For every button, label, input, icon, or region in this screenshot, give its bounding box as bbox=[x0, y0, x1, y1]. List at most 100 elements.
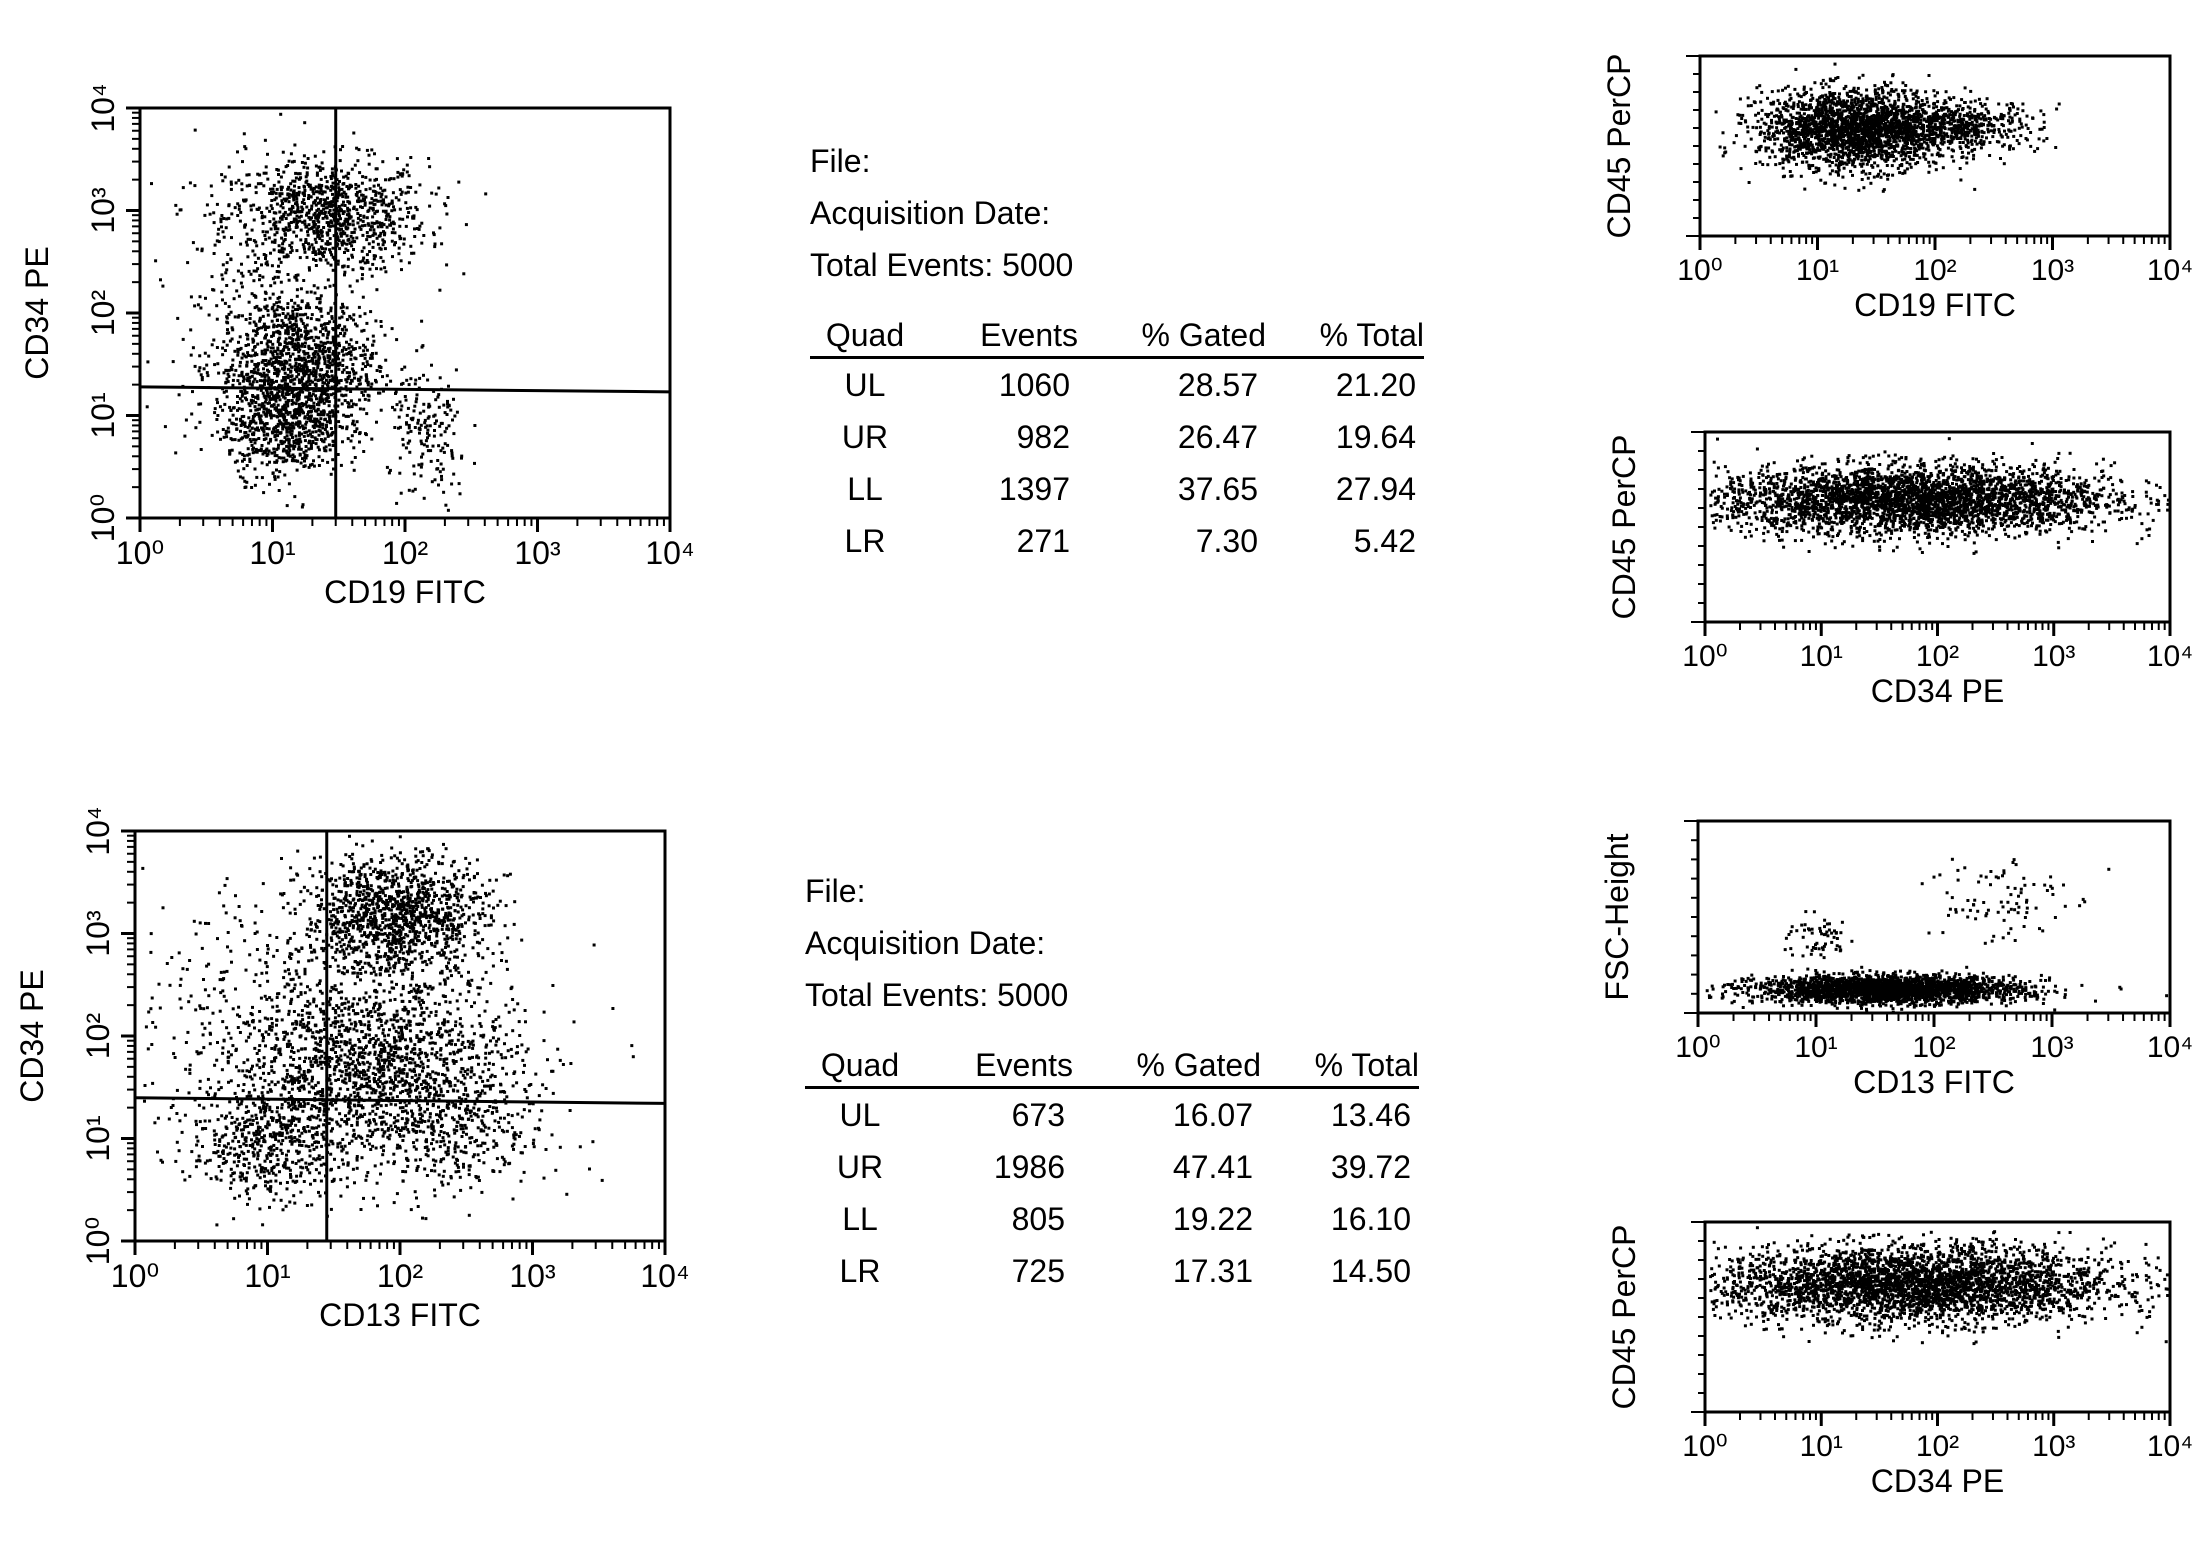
data-point bbox=[371, 902, 375, 906]
data-point bbox=[314, 240, 318, 244]
data-point bbox=[350, 413, 353, 417]
data-point bbox=[314, 359, 318, 363]
data-point bbox=[398, 835, 402, 839]
data-point bbox=[237, 178, 241, 182]
data-point bbox=[210, 343, 214, 347]
data-point bbox=[260, 216, 264, 220]
data-point bbox=[340, 910, 343, 914]
data-point bbox=[293, 143, 297, 147]
data-point bbox=[330, 369, 334, 373]
data-point bbox=[281, 906, 285, 910]
data-point bbox=[446, 879, 449, 883]
data-point bbox=[285, 449, 288, 453]
data-point bbox=[329, 175, 333, 178]
data-point bbox=[252, 399, 255, 403]
data-point bbox=[352, 906, 355, 910]
data-point bbox=[338, 1045, 342, 1049]
data-point bbox=[275, 318, 279, 322]
data-point bbox=[321, 381, 325, 385]
data-point bbox=[314, 421, 318, 425]
data-point bbox=[341, 328, 345, 332]
data-point bbox=[483, 1009, 487, 1013]
data-point bbox=[421, 914, 425, 918]
data-point bbox=[285, 402, 289, 406]
data-point bbox=[310, 313, 314, 317]
data-point bbox=[426, 898, 430, 902]
data-point bbox=[372, 970, 376, 974]
data-point bbox=[333, 931, 337, 935]
data-point bbox=[319, 189, 323, 192]
data-point bbox=[439, 1110, 442, 1114]
data-point bbox=[371, 262, 375, 266]
data-point bbox=[277, 369, 281, 373]
data-point bbox=[439, 971, 442, 975]
data-point bbox=[351, 919, 354, 923]
data-point bbox=[282, 456, 286, 460]
data-point bbox=[439, 901, 443, 905]
data-point bbox=[314, 259, 318, 262]
data-point bbox=[326, 196, 329, 200]
data-point bbox=[454, 968, 458, 972]
data-point bbox=[319, 245, 323, 249]
data-point bbox=[240, 399, 244, 403]
data-point bbox=[343, 270, 347, 274]
data-point bbox=[443, 982, 447, 986]
data-point bbox=[433, 413, 437, 417]
data-point bbox=[296, 208, 300, 212]
data-point bbox=[355, 889, 359, 893]
data-point bbox=[276, 275, 280, 279]
data-point bbox=[276, 355, 280, 359]
data-point bbox=[323, 381, 327, 385]
data-point bbox=[423, 881, 427, 885]
data-point bbox=[285, 253, 289, 257]
data-point bbox=[353, 919, 356, 923]
data-point bbox=[297, 431, 301, 435]
data-point bbox=[292, 455, 296, 459]
data-point bbox=[492, 919, 496, 923]
data-point bbox=[221, 230, 225, 234]
data-point bbox=[270, 1060, 274, 1064]
data-point bbox=[386, 901, 390, 904]
data-point bbox=[262, 322, 266, 326]
data-point bbox=[228, 452, 232, 456]
data-point bbox=[422, 925, 426, 929]
data-point bbox=[349, 184, 353, 188]
data-point bbox=[376, 1204, 379, 1208]
data-point bbox=[301, 322, 305, 325]
data-point bbox=[410, 251, 414, 255]
data-point bbox=[370, 197, 374, 201]
data-point bbox=[282, 447, 286, 451]
data-point bbox=[392, 222, 396, 226]
data-point bbox=[422, 940, 426, 944]
data-point bbox=[289, 250, 293, 254]
data-point bbox=[411, 900, 415, 903]
data-point bbox=[261, 452, 265, 456]
data-point bbox=[253, 441, 257, 445]
data-point bbox=[342, 368, 346, 372]
data-point bbox=[494, 1018, 498, 1021]
data-point bbox=[446, 918, 450, 922]
data-point bbox=[352, 997, 356, 1001]
data-point bbox=[328, 414, 332, 418]
data-point bbox=[395, 338, 399, 342]
data-point bbox=[397, 884, 401, 888]
data-point bbox=[262, 325, 265, 329]
data-point bbox=[269, 346, 273, 350]
data-point bbox=[227, 203, 231, 207]
data-point bbox=[279, 204, 283, 208]
data-point bbox=[456, 955, 459, 959]
data-point bbox=[441, 467, 445, 471]
data-point bbox=[433, 944, 437, 948]
data-point bbox=[473, 933, 477, 937]
data-point bbox=[278, 470, 282, 474]
data-point bbox=[370, 382, 374, 386]
data-point bbox=[391, 937, 395, 940]
data-point bbox=[286, 901, 290, 905]
data-point bbox=[444, 956, 448, 960]
data-point bbox=[437, 186, 441, 190]
data-point bbox=[285, 430, 289, 434]
data-point bbox=[316, 403, 319, 406]
data-point bbox=[332, 234, 336, 238]
data-point bbox=[277, 443, 280, 447]
data-point bbox=[370, 201, 374, 205]
